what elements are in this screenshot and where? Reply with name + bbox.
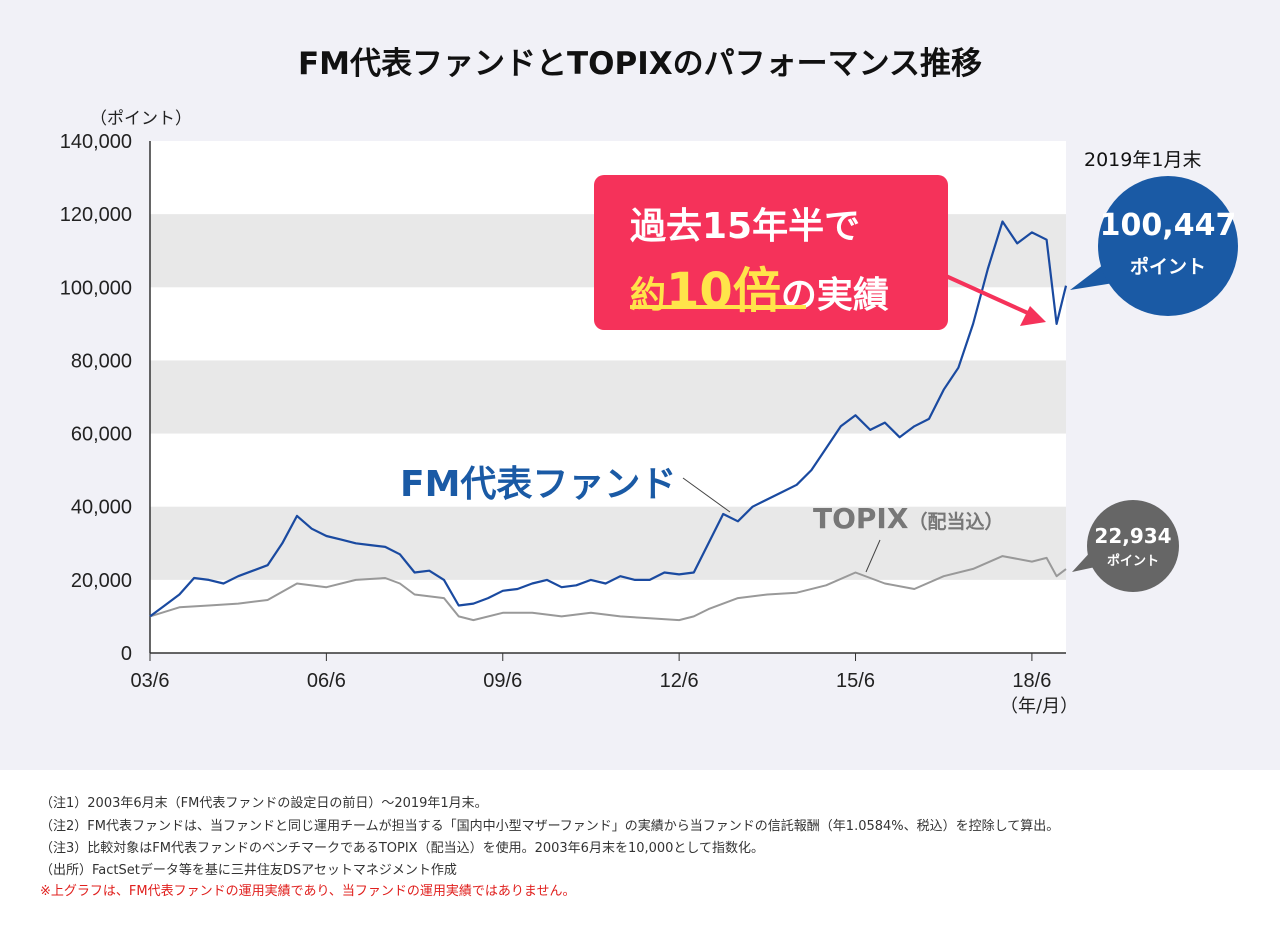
x-axis-label: （年/月） — [1000, 696, 1079, 717]
chart-title: FM代表ファンドとTOPIXのパフォーマンス推移 — [297, 46, 983, 82]
fund-end-value: 100,447 — [1099, 208, 1237, 243]
fund-line — [149, 220, 1068, 618]
callout-big: 10倍 — [666, 263, 781, 319]
topix-label-suffix: （配当込） — [908, 511, 1004, 533]
callout-line2: 約10倍の実績 — [630, 251, 889, 321]
x-tick-label: 18/6 — [1012, 670, 1051, 692]
topix-series-label: TOPIX（配当込） — [813, 502, 1003, 535]
y-tick-label: 140,000 — [60, 131, 132, 153]
callout-pre: 約 — [630, 275, 667, 316]
notes-section: （注1）2003年6月末（FM代表ファンドの設定日の前日）～2019年1月末。 … — [0, 770, 1280, 932]
x-tick-label: 03/6 — [131, 670, 170, 692]
arrow-head-icon — [1020, 306, 1046, 326]
x-tick-label: 12/6 — [660, 670, 699, 692]
topix-label-pointer — [865, 539, 881, 573]
topix-end-bubble — [1087, 500, 1179, 592]
x-tick-label: 09/6 — [483, 670, 522, 692]
callout-line1: 過去15年半で — [630, 206, 861, 247]
fund-end-bubble — [1098, 176, 1238, 316]
callout-underline — [630, 305, 806, 309]
fund-end-unit: ポイント — [1129, 256, 1206, 278]
topix-label-main: TOPIX — [813, 502, 909, 535]
topix-end-value: 22,934 — [1094, 524, 1172, 548]
y-tick-label: 120,000 — [60, 204, 132, 226]
y-tick-label: 100,000 — [60, 277, 132, 299]
y-tick-label: 60,000 — [71, 424, 132, 446]
note-3: （注3）比較対象はFM代表ファンドのベンチマークであるTOPIX（配当込）を使用… — [40, 841, 765, 856]
x-tick-label: 06/6 — [307, 670, 346, 692]
grid-band — [150, 506, 1066, 580]
note-1: （注1）2003年6月末（FM代表ファンドの設定日の前日）～2019年1月末。 — [40, 796, 488, 811]
y-tick-label: 80,000 — [71, 350, 132, 372]
y-tick-label: 0 — [121, 643, 132, 665]
warning-note: ※上グラフは、FM代表ファンドの運用実績であり、当ファンドの運用実績ではありませ… — [40, 884, 576, 899]
fund-label-pointer — [682, 477, 731, 513]
grid-band — [150, 360, 1066, 434]
callout-box: 過去15年半で 約10倍の実績 — [594, 175, 948, 330]
y-tick-label: 20,000 — [71, 570, 132, 592]
note-source: （出所）FactSetデータ等を基に三井住友DSアセットマネジメント作成 — [40, 863, 457, 878]
y-axis-label: （ポイント） — [90, 109, 192, 129]
topix-line — [149, 555, 1067, 622]
x-tick-label: 15/6 — [836, 670, 875, 692]
note-2: （注2）FM代表ファンドは、当ファンドと同じ運用チームが担当する「国内中小型マザ… — [40, 819, 1060, 834]
y-tick-label: 40,000 — [71, 497, 132, 519]
topix-end-unit: ポイント — [1106, 554, 1159, 569]
fund-series-label: FM代表ファンド — [400, 464, 677, 505]
callout-post: の実績 — [780, 275, 889, 316]
date-label: 2019年1月末 — [1084, 149, 1202, 171]
